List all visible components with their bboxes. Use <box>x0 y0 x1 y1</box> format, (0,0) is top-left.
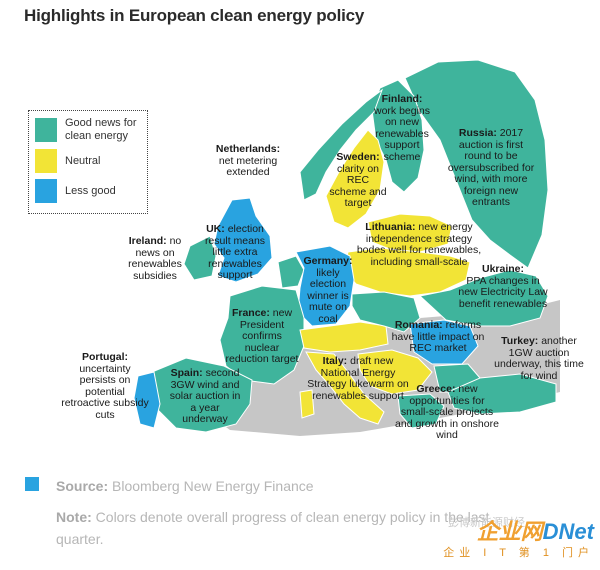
region-balkans <box>357 349 433 395</box>
footer-note-text-1: Colors denote overall progress of clean … <box>95 509 490 525</box>
label-france-text: new President confirms nuclear reduction… <box>225 307 299 365</box>
region-italy <box>305 351 385 425</box>
region-netherlands <box>277 255 305 289</box>
label-france: France: new President confirms nuclear r… <box>224 307 300 366</box>
label-turkey-heading: Turkey: <box>501 335 539 347</box>
legend-label-neutral: Neutral <box>65 154 101 167</box>
label-sweden: Sweden: clarity on REC scheme and target <box>328 151 388 210</box>
label-sweden-heading: Sweden: <box>336 151 380 163</box>
footer-source-text: Bloomberg New Energy Finance <box>112 478 314 494</box>
label-germany: Germany: likely election winner is mute … <box>298 255 358 325</box>
watermark-logo-text: 企业网DNet <box>443 514 594 546</box>
label-romania-heading: Romania: <box>394 319 443 331</box>
label-portugal-text: uncertainty persists on potential retroa… <box>61 362 149 421</box>
region-ireland <box>183 235 217 281</box>
label-portugal: Portugal: uncertainty persists on potent… <box>60 351 150 421</box>
region-central <box>351 291 421 333</box>
label-turkey-text: another 1GW auction underway, this time … <box>494 335 584 382</box>
label-ukraine-text: PPA changes in new Electricity Law benef… <box>458 274 548 310</box>
legend-item-good: Good news for clean energy <box>35 117 141 143</box>
label-ireland: Ireland: no news on renewables subsidies <box>118 235 192 282</box>
region-finland <box>371 79 425 193</box>
label-spain-text: second 3GW wind and solar auction in a y… <box>169 367 241 425</box>
watermark-logo-part-c: Net <box>558 519 594 544</box>
label-germany-text: likely election winner is mute on coal <box>307 266 349 325</box>
label-sweden-text: clarity on REC scheme and target <box>329 162 387 209</box>
label-netherlands-heading: Netherlands: <box>215 143 281 155</box>
label-lithuania: Lithuania: new energy independence strat… <box>354 221 484 268</box>
legend-label-less-good: Less good <box>65 184 116 197</box>
label-uk-heading: UK: <box>206 223 225 235</box>
legend: Good news for clean energy Neutral Less … <box>28 110 148 214</box>
label-finland-text: work begins on new renewables support sc… <box>373 104 431 163</box>
region-uk <box>213 197 273 283</box>
label-finland-heading: Finland: <box>381 93 423 105</box>
footer-note: Note: Colors denote overall progress of … <box>56 506 580 550</box>
region-germany <box>295 245 355 327</box>
label-lithuania-text: new energy independence strategy bodes w… <box>356 221 482 268</box>
label-russia: Russia: 2017 auction is first round to b… <box>446 127 536 209</box>
label-italy-heading: Italy: <box>322 355 348 367</box>
watermark-logo-part-a: 企业网 <box>476 519 543 544</box>
footer-source-label: Source: <box>56 478 109 494</box>
label-italy-text: draft new National Energy Strategy lukew… <box>307 355 409 402</box>
legend-swatch-less-good <box>35 179 57 203</box>
label-netherlands-text: net metering extended <box>218 154 278 178</box>
label-spain: Spain: second 3GW wind and solar auction… <box>168 367 242 426</box>
region-portugal <box>133 371 161 429</box>
label-netherlands: Netherlands: net metering extended <box>196 143 300 179</box>
region-france <box>219 285 305 385</box>
label-portugal-heading: Portugal: <box>81 351 129 363</box>
region-romania <box>409 319 479 365</box>
label-spain-heading: Spain: <box>170 367 203 379</box>
legend-swatch-neutral <box>35 149 57 173</box>
label-finland: Finland: work begins on new renewables s… <box>368 93 436 163</box>
region-ukraine <box>418 269 549 327</box>
label-romania-text: reforms have little impact on REC market <box>391 319 485 354</box>
footer-swatch <box>25 477 39 491</box>
legend-label-good: Good news for clean energy <box>65 117 137 142</box>
legend-item-neutral: Neutral <box>35 149 141 173</box>
watermark-logo-part-b: D <box>542 519 559 544</box>
label-ireland-heading: Ireland: <box>128 235 167 247</box>
label-russia-heading: Russia: <box>458 127 497 139</box>
region-greece <box>397 393 445 429</box>
region-norway <box>299 88 384 201</box>
region-alps <box>299 321 389 353</box>
label-uk-text: election result means little extra renew… <box>204 223 266 281</box>
legend-item-less-good: Less good <box>35 179 141 203</box>
label-ukraine: Ukraine: PPA changes in new Electricity … <box>458 263 548 310</box>
europe-map <box>133 59 560 436</box>
label-greece: Greece: new opportunities for small-scal… <box>394 383 500 442</box>
region-turkey <box>447 373 557 415</box>
footer-note-label: Note: <box>56 509 92 525</box>
watermark-subtext: 企业 I T 第 1 门户 <box>443 547 594 559</box>
watermark-faint-text: 彭博新能源财经 <box>448 517 525 529</box>
label-russia-text: 2017 auction is first round to be oversu… <box>447 127 535 208</box>
label-lithuania-heading: Lithuania: <box>365 221 416 233</box>
map-title: Highlights in European clean energy poli… <box>24 6 365 25</box>
watermark-logo: 企业网DNet 企业 I T 第 1 门户 <box>443 514 594 560</box>
region-russia <box>404 59 549 269</box>
label-uk: UK: election result means little extra r… <box>196 223 274 282</box>
legend-swatch-good <box>35 118 57 142</box>
region-sweden <box>325 129 385 229</box>
label-greece-text: new opportunities for small-scale projec… <box>395 383 499 441</box>
label-italy: Italy: draft new National Energy Strateg… <box>304 355 412 402</box>
region-lithuania <box>367 213 453 253</box>
label-germany-heading: Germany: <box>303 255 353 267</box>
footer-source: Source: Bloomberg New Energy Finance <box>56 478 314 494</box>
label-turkey: Turkey: another 1GW auction underway, th… <box>494 335 584 382</box>
footer-note-text-2: quarter. <box>56 531 104 547</box>
label-ukraine-heading: Ukraine: <box>481 263 524 275</box>
region-sardinia <box>299 389 315 419</box>
label-france-heading: France: <box>231 307 270 319</box>
label-romania: Romania: reforms have little impact on R… <box>384 319 492 355</box>
label-ireland-text: no news on renewables subsidies <box>128 235 182 282</box>
region-spain <box>151 357 253 433</box>
label-greece-heading: Greece: <box>416 383 456 395</box>
